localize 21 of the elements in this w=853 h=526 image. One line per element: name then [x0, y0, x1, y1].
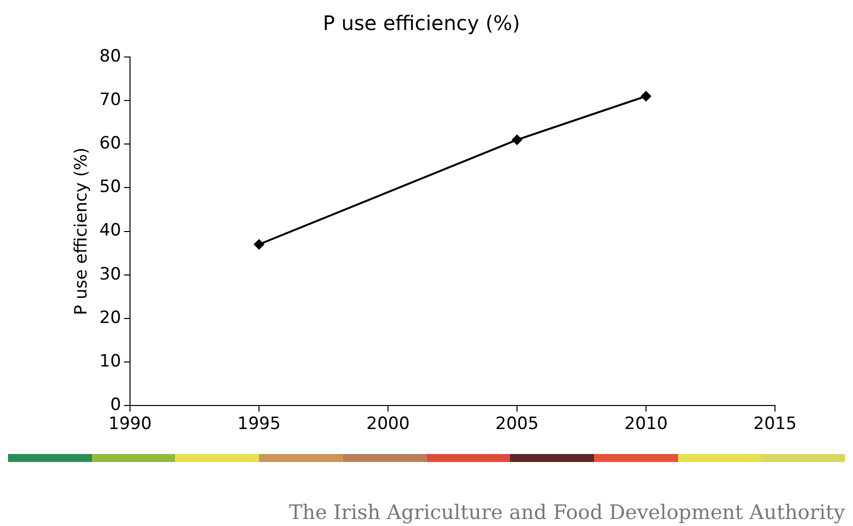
y-tick-label: 30 [99, 264, 122, 284]
y-tick-label: 50 [99, 177, 122, 198]
x-tick-label: 2005 [495, 414, 539, 434]
y-tick-label: 10 [99, 351, 122, 372]
x-tick-label: 2015 [753, 414, 797, 434]
y-tick-label: 0 [110, 395, 122, 416]
point [641, 91, 652, 102]
point [512, 134, 522, 145]
point [254, 239, 264, 250]
x-tick-label: 2010 [624, 414, 668, 434]
y-tick-label: 80 [99, 46, 122, 66]
text: The Irish Agriculture and Food Development Authority [288, 500, 845, 524]
y-tick-label: 20 [99, 308, 122, 328]
y-tick-label: 70 [99, 90, 122, 110]
y-axis-title: P use efficiency (%) [72, 148, 92, 316]
y-tick-label: 60 [99, 134, 122, 154]
x-tick-label: 1990 [108, 414, 152, 434]
y-tick-label: 40 [99, 220, 122, 241]
x-tick-label: 1995 [237, 414, 281, 434]
x-tick-label: 2000 [366, 414, 410, 434]
chart-title: P use efficiency (%) [322, 11, 520, 36]
